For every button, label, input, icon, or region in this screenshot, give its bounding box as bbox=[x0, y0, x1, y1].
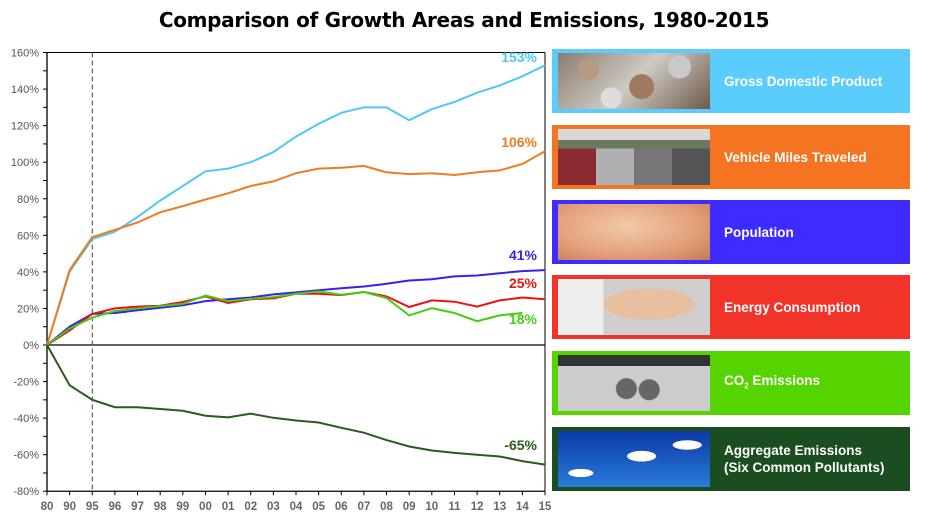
series-line-5 bbox=[46, 344, 546, 466]
y-tick-label: -20% bbox=[13, 377, 39, 389]
baby-image bbox=[558, 204, 710, 260]
x-tick-label: 08 bbox=[380, 501, 393, 513]
x-tick-label: 11 bbox=[448, 501, 461, 513]
y-tick-label: 40% bbox=[17, 267, 39, 279]
x-tick-label: 07 bbox=[358, 501, 371, 513]
x-tick-label: 15 bbox=[539, 501, 552, 513]
y-tick-label: 160% bbox=[11, 48, 39, 60]
legend-label: Vehicle Miles Traveled bbox=[724, 149, 867, 165]
series-line-4 bbox=[46, 290, 523, 346]
x-tick-label: 05 bbox=[312, 501, 325, 513]
y-tick-label: 140% bbox=[11, 84, 39, 96]
x-tick-label: 97 bbox=[131, 501, 144, 513]
end-value-label: 153% bbox=[501, 49, 537, 65]
y-tick-label: -40% bbox=[13, 413, 39, 425]
y-tick-label: 0% bbox=[23, 340, 39, 352]
x-tick-label: 09 bbox=[403, 501, 416, 513]
plug-image bbox=[558, 279, 710, 335]
legend-energy: Energy Consumption bbox=[552, 275, 910, 339]
legend-vmt: Vehicle Miles Traveled bbox=[552, 125, 910, 189]
x-tick-label: 03 bbox=[267, 501, 280, 513]
legend-gdp: Gross Domestic Product bbox=[552, 49, 910, 113]
legend-population: Population bbox=[552, 200, 910, 264]
legend-label: Aggregate Emissions (Six Common Pollutant… bbox=[724, 443, 885, 475]
x-tick-label: 14 bbox=[516, 501, 529, 513]
x-tick-label: 90 bbox=[63, 501, 76, 513]
legend-label: Gross Domestic Product bbox=[724, 73, 883, 89]
end-value-label: 41% bbox=[509, 247, 538, 263]
legend-co2: CO2 Emissions bbox=[552, 351, 910, 415]
x-tick-label: 13 bbox=[493, 501, 506, 513]
series-line-2 bbox=[46, 269, 546, 346]
x-tick-label: 12 bbox=[471, 501, 484, 513]
y-tick-label: -80% bbox=[13, 486, 39, 498]
x-tick-label: 01 bbox=[222, 501, 235, 513]
end-value-label: 106% bbox=[501, 134, 537, 150]
x-tick-label: 99 bbox=[176, 501, 189, 513]
end-value-label: 25% bbox=[509, 275, 538, 291]
y-tick-label: 20% bbox=[17, 303, 39, 315]
x-tick-label: 80 bbox=[41, 501, 54, 513]
x-tick-label: 98 bbox=[154, 501, 167, 513]
legend-label: CO2 Emissions bbox=[724, 372, 820, 391]
y-tick-label: 80% bbox=[17, 194, 39, 206]
y-tick-label: 60% bbox=[17, 230, 39, 242]
exhaust-image bbox=[558, 355, 710, 411]
series-line-1 bbox=[46, 150, 546, 346]
y-tick-label: 100% bbox=[11, 157, 39, 169]
end-value-label: 18% bbox=[509, 311, 538, 327]
legend-label: Energy Consumption bbox=[724, 299, 861, 315]
coins-image bbox=[558, 53, 710, 109]
x-tick-label: 06 bbox=[335, 501, 348, 513]
x-tick-label: 00 bbox=[199, 501, 212, 513]
x-tick-label: 96 bbox=[109, 501, 122, 513]
x-tick-label: 04 bbox=[290, 501, 303, 513]
smokestacks-image bbox=[558, 431, 710, 487]
series-line-0 bbox=[46, 64, 546, 346]
legend-aggregate: Aggregate Emissions (Six Common Pollutant… bbox=[552, 427, 910, 491]
traffic-image bbox=[558, 129, 710, 185]
y-tick-label: 120% bbox=[11, 121, 39, 133]
x-tick-label: 10 bbox=[425, 501, 438, 513]
x-tick-label: 95 bbox=[86, 501, 99, 513]
y-tick-label: -60% bbox=[13, 450, 39, 462]
chart-title: Comparison of Growth Areas and Emissions… bbox=[158, 8, 770, 32]
legend-label: Population bbox=[724, 224, 794, 240]
x-tick-label: 02 bbox=[244, 501, 257, 513]
end-value-label: -65% bbox=[504, 437, 537, 453]
